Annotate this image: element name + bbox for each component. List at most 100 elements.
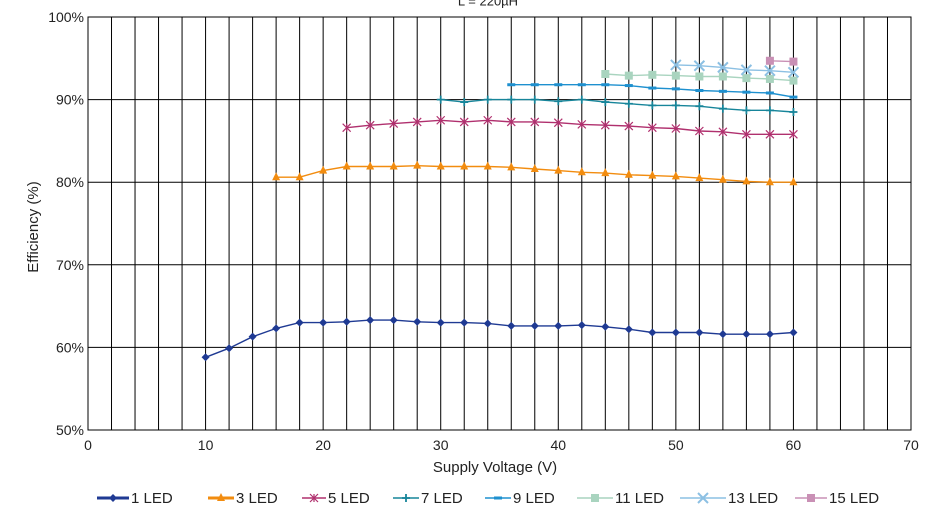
marker-shape <box>507 321 516 330</box>
data-point-3-led <box>507 162 516 171</box>
marker-shape <box>507 83 516 87</box>
marker-shape <box>624 84 633 88</box>
marker-shape <box>789 107 798 116</box>
legend-entry-3-led: 3 LED <box>208 490 278 507</box>
x-tick-label: 10 <box>198 437 214 453</box>
data-point-5-led <box>389 119 399 128</box>
marker-shape <box>483 115 493 125</box>
data-point-1-led <box>507 321 516 330</box>
data-point-5-led <box>600 120 610 130</box>
data-point-5-led <box>694 126 704 136</box>
marker-shape <box>272 172 281 181</box>
data-point-1-led <box>483 319 492 328</box>
marker-shape <box>365 120 375 130</box>
marker-shape <box>671 171 680 180</box>
data-point-5-led <box>412 117 422 127</box>
marker-shape <box>591 494 599 502</box>
series-layer <box>201 56 800 362</box>
x-tick-label: 60 <box>786 437 802 453</box>
series-11-led <box>601 69 798 85</box>
marker-shape <box>577 83 586 87</box>
data-point-3-led <box>671 171 680 180</box>
data-point-11-led <box>765 74 774 83</box>
marker-shape <box>436 161 445 170</box>
marker-shape <box>577 119 587 129</box>
plot-area-frame <box>87 16 912 431</box>
legend-label-5-led: 5 LED <box>328 490 370 507</box>
data-point-1-led <box>436 318 445 327</box>
data-point-5-led <box>577 119 587 129</box>
legend-entry-11-led: 11 LED <box>577 490 664 507</box>
marker-shape <box>718 127 728 137</box>
marker-shape <box>695 72 704 81</box>
marker-shape <box>342 123 352 133</box>
marker-shape <box>389 161 398 170</box>
data-point-1-led <box>225 344 234 353</box>
data-point-5-led <box>647 123 657 133</box>
marker-shape <box>483 95 492 104</box>
data-point-3-led <box>342 161 351 170</box>
marker-shape <box>460 98 469 107</box>
data-point-9-led <box>554 83 563 87</box>
data-point-5-led <box>506 117 516 127</box>
marker-shape <box>695 89 704 93</box>
marker-shape <box>765 177 774 186</box>
data-point-1-led <box>695 328 704 337</box>
marker-shape <box>507 95 516 104</box>
marker-shape <box>789 177 798 186</box>
data-point-11-led <box>718 72 727 81</box>
marker-shape <box>436 115 446 125</box>
marker-shape <box>530 163 539 172</box>
data-point-5-led <box>789 129 798 139</box>
inductance-note: L = 220µH <box>458 0 518 8</box>
data-point-7-led <box>554 97 563 106</box>
marker-shape <box>506 117 516 127</box>
marker-shape <box>507 162 516 171</box>
legend-label-3-led: 3 LED <box>236 490 278 507</box>
data-point-3-led <box>272 172 281 181</box>
marker-shape <box>718 104 727 113</box>
marker-shape <box>248 332 257 341</box>
data-point-7-led <box>671 101 680 110</box>
marker-shape <box>717 61 729 74</box>
data-point-9-led <box>530 83 539 87</box>
legend-label-9-led: 9 LED <box>513 490 555 507</box>
data-point-1-led <box>319 318 328 327</box>
data-point-9-led <box>648 86 657 90</box>
data-point-1-led <box>624 325 633 334</box>
marker-shape <box>648 328 657 337</box>
data-point-13-led <box>693 60 706 72</box>
marker-shape <box>648 86 657 90</box>
marker-shape <box>624 121 634 131</box>
data-point-1-led <box>671 328 680 337</box>
marker-shape <box>272 324 281 333</box>
marker-shape <box>624 99 633 108</box>
series-5-led <box>342 115 798 139</box>
marker-shape <box>787 66 800 79</box>
legend-marker-9-led <box>494 496 502 500</box>
data-point-11-led <box>648 70 657 79</box>
data-point-1-led <box>201 353 210 362</box>
data-point-15-led <box>765 56 774 65</box>
marker-shape <box>412 117 422 127</box>
legend-label-11-led: 11 LED <box>615 490 664 507</box>
marker-shape <box>624 71 633 80</box>
marker-shape <box>671 87 680 91</box>
marker-shape <box>742 90 751 94</box>
marker-shape <box>554 83 563 87</box>
marker-shape <box>530 117 540 127</box>
data-point-1-led <box>366 316 375 325</box>
marker-shape <box>789 57 798 66</box>
data-point-5-led <box>530 117 540 127</box>
marker-shape <box>742 176 751 185</box>
marker-shape <box>765 129 775 139</box>
marker-shape <box>577 321 586 330</box>
data-point-3-led <box>601 168 610 177</box>
marker-shape <box>648 70 657 79</box>
marker-shape <box>765 56 774 65</box>
marker-shape <box>553 118 563 128</box>
legend-marker-7-led <box>402 494 410 502</box>
data-point-3-led <box>436 161 445 170</box>
marker-shape <box>201 353 210 362</box>
series-line-5-led <box>346 119 794 136</box>
